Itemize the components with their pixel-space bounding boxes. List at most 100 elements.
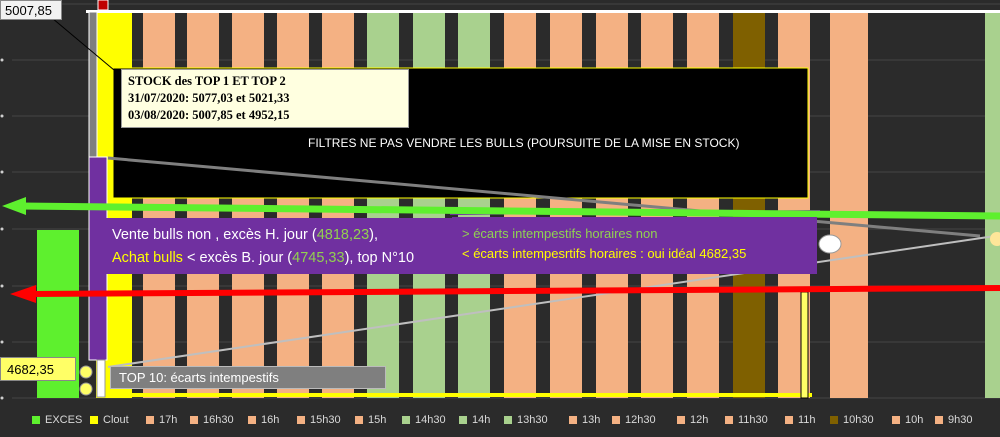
bottom-marker (96, 359, 106, 398)
legend-label: 17h (159, 414, 178, 426)
legend-swatch (355, 416, 363, 425)
legend-item-13h30: 13h30 (504, 414, 548, 426)
vente-annotation: Vente bulls non , excès H. jour (4818,23… (104, 218, 453, 274)
legend-swatch (725, 416, 733, 425)
arrow-green-line (19, 202, 1000, 220)
legend-item-13h: 13h (569, 414, 600, 426)
bar-edge (985, 12, 1000, 398)
vente-line-1: Vente bulls non , excès H. jour (4818,23… (112, 224, 445, 247)
legend-item-16h30: 16h30 (190, 414, 234, 426)
marker-low-1 (79, 365, 93, 379)
legend-item-11h: 11h (785, 414, 816, 426)
legend-label: 12h30 (625, 414, 656, 426)
legend-swatch (504, 416, 512, 425)
value-label-bottom: 4682,35 (0, 357, 76, 381)
axis-tick-4 (0, 227, 4, 231)
marker-right-circle (990, 232, 1000, 246)
legend-item-14h: 14h (459, 414, 490, 426)
bottom-yellow-line (112, 393, 812, 397)
connector-light-arrow (107, 235, 996, 368)
value-label-top: 5007,85 (0, 0, 62, 20)
arrow-red-head (10, 285, 36, 303)
vente-text-b: , excès H. jour ( (211, 227, 317, 243)
legend-swatch (459, 416, 467, 425)
axis-tick-6 (0, 340, 4, 344)
legend-swatch (612, 416, 620, 425)
legend: EXCES Clout 17h 16h30 16h 15h30 15h 14h30 14h 13h… (0, 407, 1000, 435)
ecarts-line-2: < écarts intempesrtifs horaires : oui id… (462, 246, 747, 261)
stock-annotation: STOCK des TOP 1 ET TOP 2 31/07/2020: 507… (121, 69, 409, 128)
legend-swatch (785, 416, 793, 425)
legend-swatch (677, 416, 685, 425)
legend-label: 10h30 (843, 414, 874, 426)
legend-item-12h30: 12h30 (612, 414, 656, 426)
vente-value-low: 4745,33 (292, 250, 345, 266)
axis-tick-7 (0, 396, 4, 400)
stock-line-1: STOCK des TOP 1 ET TOP 2 (128, 74, 286, 88)
legend-swatch (892, 416, 900, 425)
legend-item-16h: 16h (248, 414, 279, 426)
legend-item-11h30: 11h30 (725, 414, 768, 426)
legend-swatch (248, 416, 256, 425)
axis-tick-1 (0, 58, 4, 62)
legend-item-EXCES: EXCES (32, 414, 82, 426)
connector-gray-arrow (107, 156, 981, 238)
top-marker (97, 0, 109, 11)
axis-tick-5 (0, 284, 4, 288)
small-yellow-bar (800, 291, 809, 399)
marker-white-circle (818, 234, 842, 254)
ecarts-annotation: > écarts intempestifs horaires non < éca… (452, 217, 817, 274)
legend-item-10h: 10h (892, 414, 923, 426)
legend-swatch (90, 416, 98, 425)
legend-swatch (402, 416, 410, 425)
filter-annotation: FILTRES NE PAS VENDRE LES BULLS (POURSUI… (308, 136, 740, 150)
legend-label: 14h30 (415, 414, 446, 426)
arrow-red-line (29, 285, 1000, 297)
legend-swatch (297, 416, 305, 425)
legend-item-Clout: Clout (90, 414, 129, 426)
stock-line-2: 31/07/2020: 5077,03 et 5021,33 (128, 91, 290, 105)
range-bar-purple (88, 156, 108, 206)
legend-label: 9h30 (948, 414, 973, 426)
vente-text-a: Vente bulls non (112, 227, 212, 243)
top-white-line (86, 10, 1000, 13)
legend-label: 13h30 (517, 414, 548, 426)
legend-swatch (32, 416, 40, 425)
vente-text-h: ), top N°10 (344, 250, 415, 266)
legend-item-14h30: 14h30 (402, 414, 446, 426)
legend-label: 15h (368, 414, 387, 426)
legend-swatch (146, 416, 154, 425)
legend-label: 10h (905, 414, 924, 426)
legend-swatch (935, 416, 943, 425)
vente-text-d: ), (369, 227, 379, 243)
legend-item-9h30: 9h30 (935, 414, 972, 426)
legend-label: 11h (798, 414, 816, 426)
ecarts-line-1: > écarts intempestifs horaires non (462, 226, 658, 241)
bar-9h30 (830, 12, 868, 398)
axis-tick-2 (0, 114, 4, 118)
marker-low-2 (79, 382, 93, 396)
legend-swatch (569, 416, 577, 425)
legend-label: 11h30 (738, 414, 768, 426)
legend-label: 12h (690, 414, 709, 426)
axis-tick-3 (0, 170, 4, 174)
legend-item-12h: 12h (677, 414, 708, 426)
legend-label: 16h (261, 414, 280, 426)
legend-label: 13h (582, 414, 601, 426)
legend-swatch (190, 416, 198, 425)
legend-item-15h30: 15h30 (297, 414, 341, 426)
achat-text: Achat bulls (112, 250, 183, 266)
legend-label: 16h30 (203, 414, 234, 426)
legend-item-17h: 17h (146, 414, 177, 426)
top10-annotation: TOP 10: écarts intempestifs (110, 366, 386, 389)
range-bar-gray (88, 11, 98, 158)
vente-line-2: Achat bulls < excès B. jour (4745,33), t… (112, 247, 445, 270)
stock-line-3: 03/08/2020: 5007,85 et 4952,15 (128, 108, 290, 122)
arrow-green-head (2, 197, 26, 215)
legend-label: EXCES (45, 414, 83, 426)
legend-swatch (830, 416, 838, 425)
legend-item-15h: 15h (355, 414, 386, 426)
vente-value-high: 4818,23 (316, 227, 370, 243)
legend-label: 15h30 (310, 414, 341, 426)
